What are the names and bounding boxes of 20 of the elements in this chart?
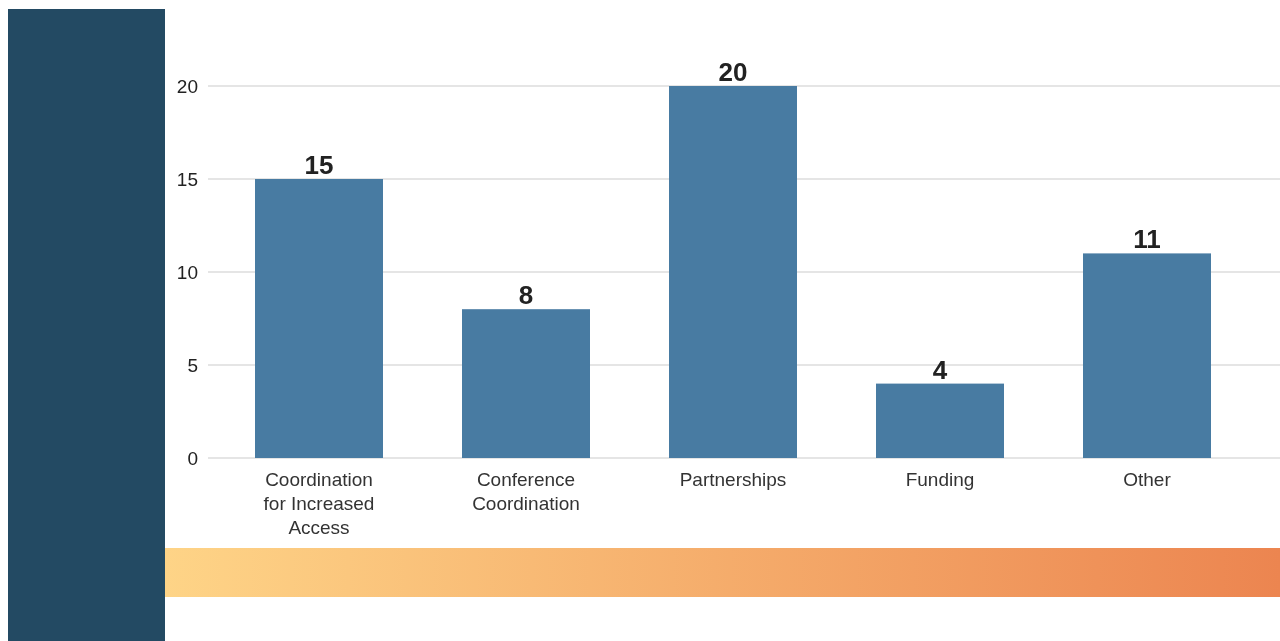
data-label: 20 [718, 57, 748, 87]
bar [1083, 253, 1211, 458]
y-tick-label: 0 [187, 447, 198, 469]
bar [669, 86, 797, 458]
x-tick-label: Funding [905, 469, 975, 490]
data-label: 8 [518, 280, 534, 311]
x-tick-label: Partnerships [679, 469, 787, 490]
x-tick-label: Conference Coordination [472, 469, 580, 514]
bar [462, 309, 590, 458]
data-label: 4 [932, 354, 948, 385]
bar [255, 179, 383, 458]
data-label: 11 [1133, 224, 1161, 255]
y-tick-label: 20 [176, 75, 198, 97]
data-label: 15 [304, 150, 334, 180]
y-tick-label: 10 [176, 261, 198, 283]
x-tick-label: Other [1123, 469, 1172, 490]
y-tick-label: 5 [187, 354, 198, 376]
y-tick-label: 15 [176, 168, 198, 190]
bar [876, 383, 1004, 458]
x-tick-label: Coordination for Increased Access [263, 469, 375, 538]
